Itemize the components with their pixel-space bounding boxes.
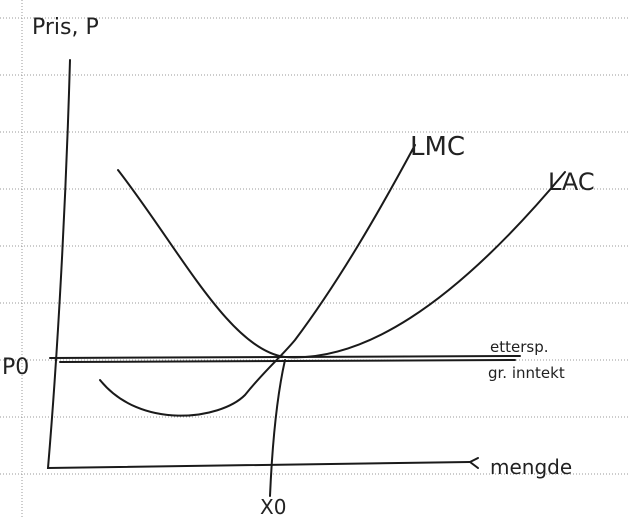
lac-label: LAC <box>548 168 595 196</box>
marginal-revenue-label: gr. inntekt <box>488 364 565 382</box>
lined-paper <box>0 0 628 519</box>
lmc-curve <box>100 145 415 416</box>
price-label: P0 <box>2 355 29 380</box>
y-axis-label: Pris, P <box>32 15 99 40</box>
quantity-line <box>270 360 285 496</box>
lac-curve <box>118 170 565 357</box>
diagram: Pris, P mengde LMC LAC ettersp. gr. innt… <box>0 0 628 519</box>
quantity-label: X0 <box>260 495 286 519</box>
lmc-label: LMC <box>410 132 465 162</box>
demand-label: ettersp. <box>490 338 549 356</box>
axes <box>48 60 478 468</box>
x-axis-label: mengde <box>490 455 572 479</box>
